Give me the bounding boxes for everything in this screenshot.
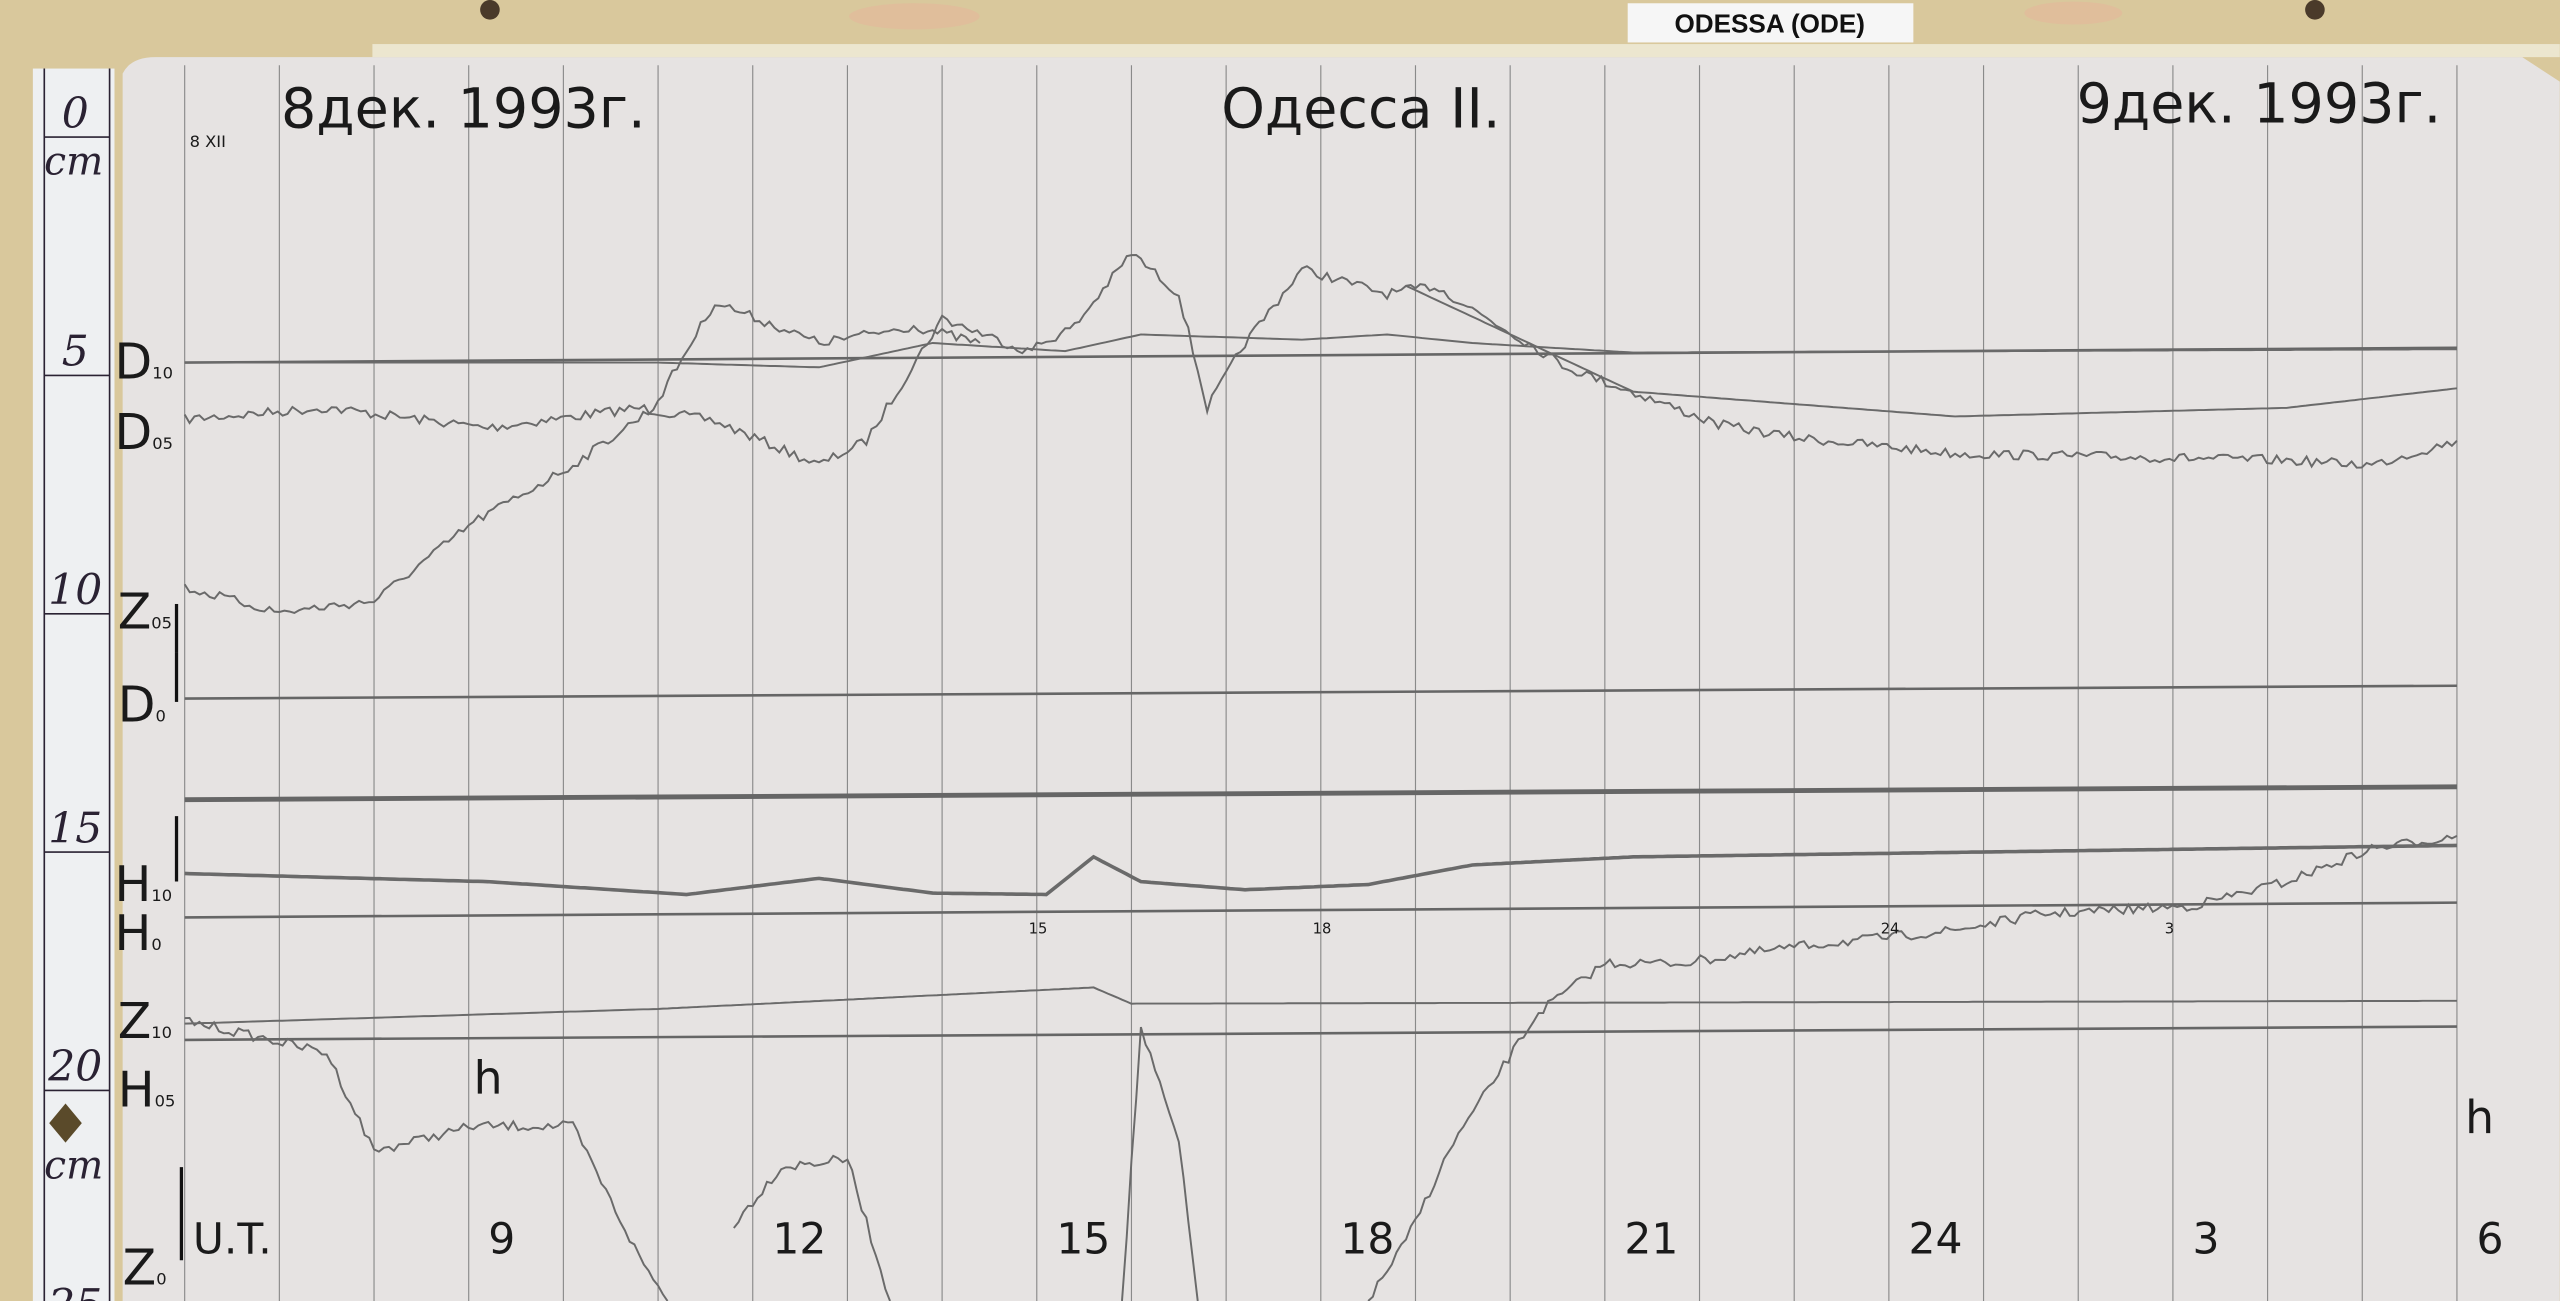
trace-label-base: Z <box>118 583 152 640</box>
wood-grain <box>849 3 980 30</box>
chart-paper <box>122 57 2560 1301</box>
hour-unit-right: h <box>2465 1091 2494 1144</box>
hour-label: 3 <box>2192 1216 2219 1265</box>
hour-unit-left: h <box>474 1052 503 1105</box>
trace-h05 <box>733 1154 891 1301</box>
trace-label-sub: 0 <box>156 1270 166 1289</box>
hour-label: 6 <box>2477 1216 2504 1265</box>
small-hour-label: 18 <box>1313 921 1332 938</box>
trace-label-sub: 05 <box>152 434 173 453</box>
ruler-label: 10 <box>48 566 102 615</box>
trace-label-base: D <box>114 334 152 391</box>
pin <box>480 0 500 20</box>
hour-label: 12 <box>772 1216 826 1265</box>
pin <box>2305 0 2325 20</box>
hour-label: 9 <box>488 1216 515 1265</box>
ruler: 0 5 10 15 20 25 cm cm <box>44 89 110 1301</box>
trace-label-sub: 05 <box>151 613 172 632</box>
trace-h10 <box>184 843 2457 897</box>
trace-h05 <box>1121 1026 1199 1301</box>
trace-label-sub: 10 <box>151 886 172 905</box>
ruler-unit: cm <box>44 1144 103 1189</box>
ruler-label: 25 <box>47 1281 102 1301</box>
hour-label: 15 <box>1056 1216 1110 1265</box>
trace-label-sub: 10 <box>151 1023 172 1042</box>
station-tag-bg <box>1627 3 1914 43</box>
trace-label-base: Z <box>123 1240 157 1297</box>
trace-label: Z0 <box>123 1240 167 1297</box>
trace-label-base: D <box>118 677 156 734</box>
trace-label: Z05 <box>118 583 172 640</box>
wood-grain <box>2024 1 2123 25</box>
baseline <box>184 784 2457 803</box>
traces <box>183 253 2458 1301</box>
station-tag: ODESSA (ODE) <box>1674 9 1865 39</box>
baseline-d0 <box>184 684 2457 700</box>
top-rail <box>372 44 2560 58</box>
trace-label-base: H <box>118 1062 155 1119</box>
trace-label-base: H <box>114 905 151 962</box>
trace-label: D10 <box>114 334 172 391</box>
trace-label: H05 <box>118 1062 176 1119</box>
trace-label-sub: 0 <box>151 935 161 954</box>
hour-label: 21 <box>1624 1216 1678 1265</box>
trace-label-sub: 05 <box>155 1092 176 1111</box>
trace-z10 <box>184 986 2457 1025</box>
trace-label: D05 <box>114 404 172 461</box>
labels: 9 12 15 18 21 24 3 615 18 24 3D10D05Z05D0H10H0Z10H… <box>114 334 2503 1297</box>
trace <box>1405 284 2458 418</box>
small-hour-label: 3 <box>2165 921 2174 938</box>
ruler-pin-icon <box>49 1103 82 1143</box>
ruler-strip <box>32 68 115 1301</box>
baseline-h0 <box>184 901 2457 919</box>
trace-h05 <box>184 1016 669 1301</box>
trace-label: D0 <box>118 677 166 734</box>
hour-label: 24 <box>1908 1216 1962 1265</box>
baseline-z0 <box>184 1025 2457 1042</box>
ruler-label: 5 <box>62 328 89 377</box>
trace-d05 <box>183 253 2458 469</box>
date-left: 8дек. 1993г. <box>281 76 646 141</box>
small-hour-label: 15 <box>1029 921 1048 938</box>
trace-label: Z10 <box>118 993 172 1050</box>
station-title: Одесса II. <box>1221 76 1500 141</box>
trace-h05 <box>1367 834 2458 1301</box>
trace-label-base: H <box>114 856 151 913</box>
trace-label-sub: 10 <box>152 364 173 383</box>
trace-label: H0 <box>114 905 161 962</box>
trace-label-base: Z <box>118 993 152 1050</box>
small-hour-label: 24 <box>1881 921 1900 938</box>
trace-z05 <box>183 303 981 615</box>
trace-d10 <box>184 333 2457 369</box>
pencil-note: 8 XII <box>190 132 226 151</box>
trace-label-base: D <box>114 404 152 461</box>
date-right: 9дек. 1993г. <box>2077 71 2442 136</box>
hour-label: 18 <box>1340 1216 1394 1265</box>
ruler-label: 20 <box>47 1043 102 1092</box>
ruler-label: 0 <box>62 89 89 138</box>
time-label: U.T. <box>193 1216 272 1265</box>
ruler-label: 15 <box>48 804 102 853</box>
trace-label: H10 <box>114 856 172 913</box>
ruler-unit: cm <box>44 140 103 185</box>
grid <box>184 65 2458 1301</box>
trace-label-sub: 0 <box>155 707 165 726</box>
